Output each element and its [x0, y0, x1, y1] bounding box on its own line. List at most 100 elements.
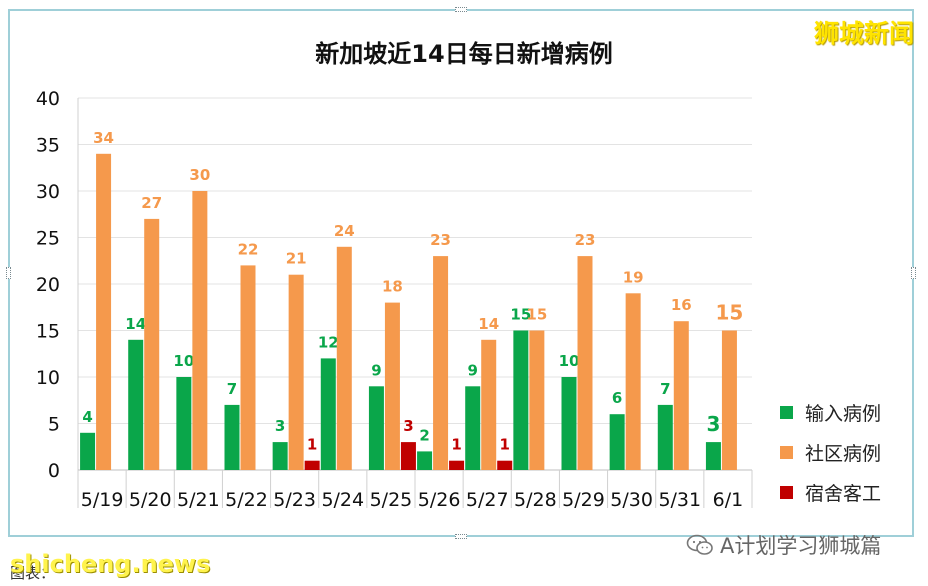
bar	[609, 414, 625, 470]
data-label: 15	[510, 306, 531, 324]
data-label: 21	[286, 250, 307, 268]
legend-label-community: 社区病例	[805, 442, 882, 465]
data-label: 14	[478, 315, 499, 333]
y-tick-label: 20	[36, 274, 60, 296]
legend-item-imported: 输入病例	[780, 392, 881, 432]
data-label: 15	[526, 306, 547, 324]
bar	[192, 191, 208, 470]
bar	[80, 432, 96, 470]
bar	[577, 256, 593, 470]
y-tick-label: 30	[36, 181, 60, 203]
data-label: 9	[371, 361, 381, 379]
data-label: 1	[451, 436, 461, 454]
chart-title: 新加坡近14日每日新增病例	[315, 40, 613, 68]
x-tick-label: 5/26	[418, 489, 461, 511]
legend-label-dormitory: 宿舍客工	[805, 482, 882, 505]
bar	[224, 404, 240, 470]
bar	[513, 330, 529, 470]
data-label: 7	[660, 380, 670, 398]
y-tick-label: 15	[36, 321, 60, 343]
legend-swatch-dormitory	[780, 485, 793, 499]
bar	[96, 153, 112, 471]
data-label: 23	[575, 231, 596, 249]
data-label: 3	[403, 417, 413, 435]
legend-label-imported: 输入病例	[805, 402, 882, 425]
bar	[705, 442, 721, 470]
data-label: 16	[671, 296, 692, 314]
wechat-icon	[686, 534, 713, 555]
data-label: 30	[189, 166, 210, 184]
bar	[721, 330, 737, 470]
x-tick-label: 5/22	[225, 489, 268, 511]
brand-logo: 狮城新闻	[813, 19, 914, 48]
bar	[529, 330, 545, 470]
data-label: 27	[141, 194, 162, 212]
data-label: 3	[706, 412, 720, 436]
bar	[433, 256, 449, 470]
x-tick-label: 5/20	[129, 489, 172, 511]
data-label: 22	[238, 240, 259, 258]
bar	[272, 442, 288, 470]
resize-handle-left[interactable]	[6, 267, 11, 279]
data-label: 14	[125, 315, 146, 333]
data-label: 12	[318, 333, 339, 351]
x-tick-label: 5/28	[514, 489, 557, 511]
x-tick-label: 5/27	[466, 489, 509, 511]
bar	[320, 358, 336, 470]
data-label: 6	[612, 389, 622, 407]
legend-swatch-community	[780, 445, 793, 459]
data-label: 7	[227, 380, 237, 398]
data-label: 15	[716, 301, 744, 325]
bar	[384, 302, 400, 470]
y-tick-label: 0	[48, 460, 60, 482]
x-tick-label: 5/31	[658, 489, 701, 511]
bar	[465, 386, 481, 470]
bar	[128, 339, 144, 470]
y-tick-label: 40	[36, 88, 60, 110]
bar	[400, 442, 416, 470]
y-tick-label: 10	[36, 367, 60, 389]
x-tick-label: 6/1	[713, 489, 744, 511]
resize-handle-top[interactable]	[455, 7, 467, 12]
data-label: 4	[82, 408, 92, 426]
bar	[657, 404, 673, 470]
resize-handle-right[interactable]	[911, 267, 916, 279]
x-tick-label: 5/24	[321, 489, 364, 511]
data-label: 19	[623, 268, 644, 286]
x-tick-label: 5/23	[273, 489, 316, 511]
bar	[336, 246, 352, 470]
bar	[449, 460, 465, 470]
bar	[240, 265, 256, 470]
chart-legend: 输入病例 社区病例 宿舍客工	[780, 392, 881, 512]
bar	[561, 377, 577, 470]
y-tick-label: 25	[36, 228, 60, 250]
data-label: 3	[275, 417, 285, 435]
data-label: 1	[307, 436, 317, 454]
x-tick-label: 5/29	[562, 489, 605, 511]
data-label: 1	[499, 436, 509, 454]
x-tick-label: 5/25	[370, 489, 413, 511]
y-tick-label: 35	[36, 135, 60, 157]
data-label: 24	[334, 222, 355, 240]
resize-handle-bottom[interactable]	[455, 534, 467, 539]
data-label: 2	[419, 426, 429, 444]
legend-item-dormitory: 宿舍客工	[780, 472, 881, 512]
site-watermark: shicheng.news	[10, 550, 211, 578]
data-label: 9	[467, 361, 477, 379]
x-tick-label: 5/19	[81, 489, 124, 511]
data-label: 10	[559, 352, 580, 370]
data-label: 23	[430, 231, 451, 249]
bar	[497, 460, 513, 470]
legend-item-community: 社区病例	[780, 432, 881, 472]
wechat-account-name: A计划学习狮城篇	[720, 534, 882, 558]
bar	[673, 321, 689, 470]
bar	[144, 218, 160, 470]
legend-swatch-imported	[780, 405, 793, 419]
bar	[288, 274, 304, 470]
x-tick-label: 5/21	[177, 489, 220, 511]
wechat-watermark: A计划学习狮城篇	[686, 530, 881, 560]
data-label: 18	[382, 278, 403, 296]
bar	[368, 386, 384, 470]
x-tick-label: 5/30	[610, 489, 653, 511]
